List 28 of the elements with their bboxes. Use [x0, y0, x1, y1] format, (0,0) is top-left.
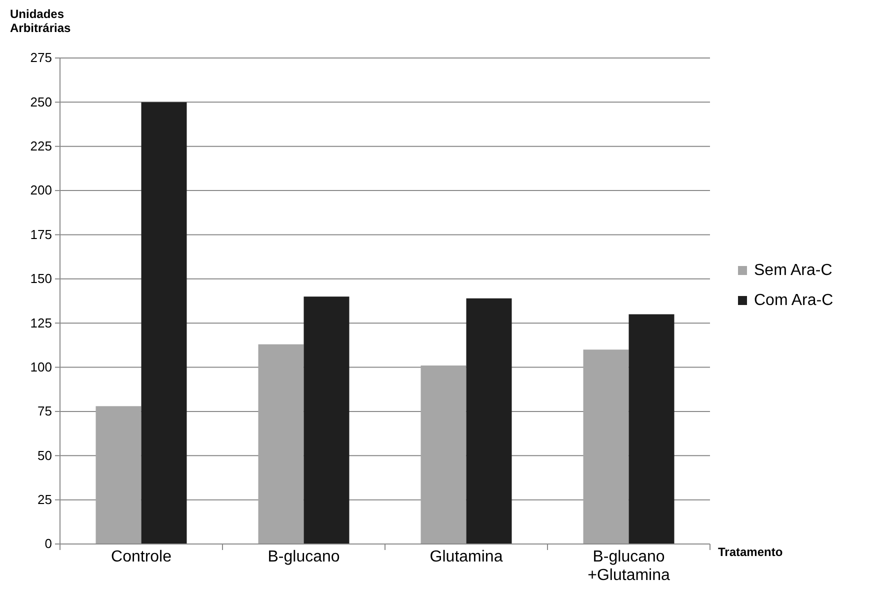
bar: [466, 298, 512, 544]
legend-label: Com Ara-C: [754, 292, 834, 310]
x-tick-label: Glutamina: [430, 548, 503, 566]
bar: [304, 296, 350, 544]
bar: [583, 350, 629, 544]
x-tick-label: B-glucano: [268, 548, 340, 566]
bar: [141, 102, 187, 544]
x-axis-title: Tratamento: [718, 545, 783, 560]
x-tick-label: B-glucano +Glutamina: [588, 548, 670, 584]
y-tick-label: 200: [30, 182, 52, 198]
y-tick-label: 225: [30, 138, 52, 154]
x-tick-label: Controle: [111, 548, 172, 566]
y-tick-label: 100: [30, 359, 52, 374]
y-tick-label: 250: [30, 94, 52, 110]
y-axis-title: Unidades Arbitrárias: [10, 7, 72, 35]
legend-label: Sem Ara-C: [754, 262, 832, 280]
y-tick-label: 275: [30, 50, 52, 66]
y-tick-label: 175: [30, 226, 52, 242]
y-tick-label: 125: [30, 315, 52, 330]
bar: [628, 314, 674, 544]
y-tick-label: 150: [30, 271, 52, 286]
bar: [96, 406, 142, 544]
y-tick-label: 25: [38, 492, 52, 507]
bar: [258, 344, 304, 544]
y-tick-label: 50: [38, 448, 52, 463]
bar: [420, 366, 466, 544]
y-tick-label: 0: [44, 536, 52, 552]
y-tick-label: 75: [38, 404, 52, 419]
